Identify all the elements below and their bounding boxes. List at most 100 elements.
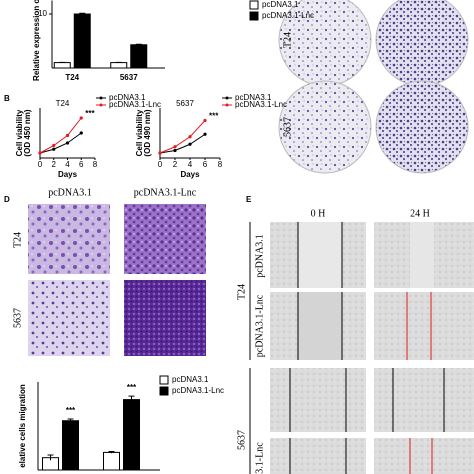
legend-swatch [159,375,169,385]
x-axis-label: Days [180,170,200,179]
y-axis-label: (OD 490 nm) [143,109,152,156]
column-label: pcDNA3.1 [48,187,92,198]
error-bar [115,61,122,63]
line [39,132,82,154]
y-axis-label: Cell viability [135,109,144,156]
row-label: 5637 [282,117,293,137]
column-label: 24 H [410,208,430,219]
panel-label: E [246,195,252,204]
bar [110,62,128,69]
x-tick-label: 6 [79,160,84,169]
x-tick-label: 0 [158,160,163,169]
marker [79,131,83,135]
legend-label: pcDNA3.1-Lnc [235,100,287,109]
marker [38,151,42,155]
x-tick-label: 4 [188,160,193,169]
legend-marker [99,103,103,107]
marker [65,133,70,138]
error-bar [128,395,135,404]
marker [158,151,162,155]
wound-image [374,292,474,360]
legend-marker [225,96,229,100]
annotation: *** [85,109,95,118]
error-bar [79,12,86,15]
marker [188,135,192,139]
x-tick-label: T24 [65,73,79,82]
y-axis-label: elative cells migration [18,384,27,468]
error-bar [67,418,74,423]
x-tick-label: 5637 [120,73,138,82]
legend-label: pcDNA3.1 [172,375,209,384]
chart-title: T24 [56,99,70,108]
x-tick-label: 8 [218,160,223,169]
bar [123,399,140,471]
error-bar [108,451,115,454]
x-tick-label: 0 [38,160,43,169]
marker [203,118,207,123]
marker [173,148,177,153]
x-tick-label: 8 [93,160,98,169]
line [159,120,206,154]
legend-marker [99,96,103,100]
x-tick-label: 6 [203,160,208,169]
marker [188,142,192,146]
legend-label: pcDNA3.1 [109,93,146,102]
panel-label: B [4,94,10,103]
group-label: 5637 [236,430,247,450]
transwell-image [28,204,110,274]
x-axis-label: Days [58,170,78,179]
bar [62,420,79,471]
colony-image [278,80,372,174]
x-tick-label: 4 [65,160,70,169]
wound-image [374,368,474,432]
x-tick-label: 2 [173,160,178,169]
wound-gap [410,222,434,288]
legend-label: pcDNA3.1 [262,0,299,9]
annotation: *** [127,383,137,392]
row-label: 3.1-Lnc [254,442,265,474]
transwell-image [28,280,110,356]
legend-label: pcDNA3.1-Lnc [109,100,161,109]
wound-gap [298,222,342,288]
legend-label: pcDNA3.1-Lnc [172,386,224,395]
chart-title: 5637 [176,99,194,108]
annotation: *** [66,406,76,415]
bar [53,62,71,69]
row-label: pcDNA3.1 [254,234,265,278]
transwell-image [124,204,206,274]
column-label: 0 H [311,208,326,219]
marker [52,143,56,148]
legend-label: pcDNA3.1-Lnc [262,11,314,20]
y-axis-label: Cell viability [15,109,24,156]
transwell-image [124,280,206,356]
wound-image [270,438,366,474]
legend-swatch [249,11,259,21]
bar [130,44,148,69]
wound-image [270,368,366,432]
panel-label: D [4,195,10,204]
error-bar [59,61,66,63]
legend-marker [225,103,229,107]
error-bar [47,454,54,461]
row-label: 5637 [12,308,23,328]
bar [103,451,120,471]
marker [79,116,83,120]
row-label: T24 [282,32,293,48]
marker [173,145,177,149]
annotation: *** [209,112,219,121]
legend-label: pcDNA3.1 [235,93,272,102]
y-tick-label: 10 [38,9,47,18]
marker [203,132,207,136]
wound-images [270,222,474,474]
bar [73,13,91,69]
y-axis-label: (OD 450 nm) [23,109,32,156]
colony-image [375,0,469,87]
line [159,133,206,154]
wound-gap [298,292,342,360]
wound-image [374,438,474,474]
colony-image [375,80,469,174]
row-label: pcDNA3.1-Lnc [254,294,265,357]
marker [52,147,56,151]
x-tick-label: 2 [52,160,57,169]
